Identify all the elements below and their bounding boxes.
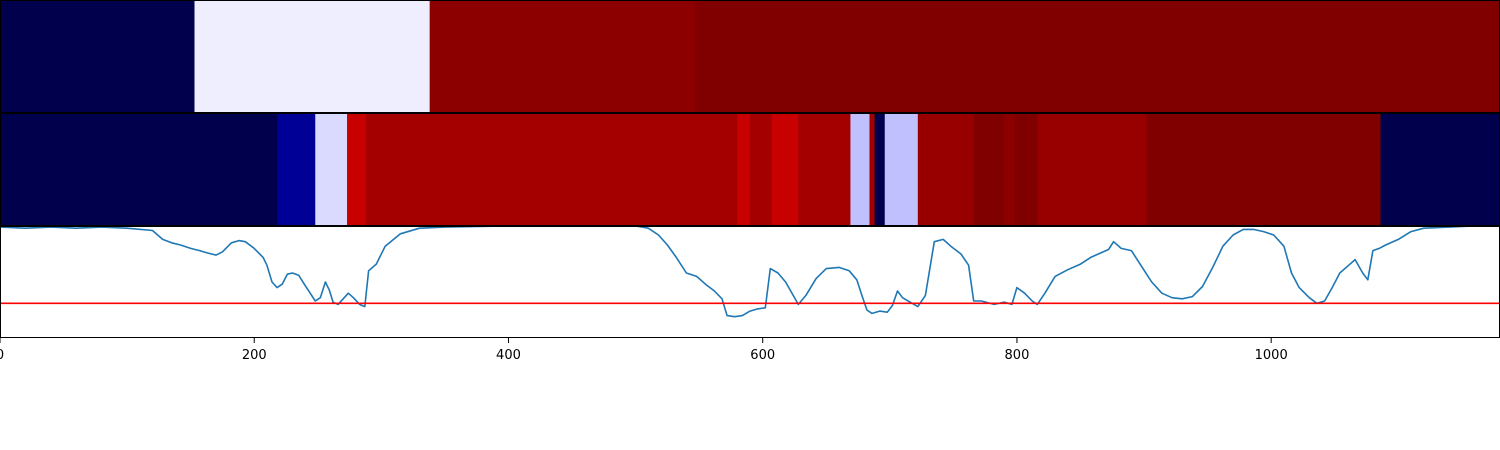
heatmap-cell — [277, 113, 316, 226]
x-tick-label: 1000 — [1255, 348, 1288, 363]
heatmap-cell — [1380, 113, 1500, 226]
heatmap-cell — [973, 113, 1005, 226]
heatmap-cell — [695, 0, 1500, 113]
x-tick-label: 200 — [242, 348, 267, 363]
x-tick-label: 0 — [0, 348, 4, 363]
x-tick-label: 400 — [496, 348, 521, 363]
heatmap-cell — [771, 113, 799, 226]
heatmap-strip-middle — [0, 113, 1500, 226]
heatmap-cell — [869, 113, 876, 226]
heatmap-cell — [1014, 113, 1038, 226]
heatmap-cell — [798, 113, 851, 226]
heatmap-strip-top — [0, 0, 1500, 113]
heatmap-cell — [0, 113, 278, 226]
heatmap-cell — [1004, 113, 1015, 226]
heatmap-cell — [1037, 113, 1148, 226]
heatmap-cell — [750, 113, 773, 226]
heatmap-cell — [429, 0, 696, 113]
heatmap-cell — [194, 0, 431, 113]
heatmap-cell — [737, 113, 751, 226]
plot-background — [0, 226, 1500, 338]
heatmap-cell — [315, 113, 348, 226]
series-line — [0, 226, 1500, 318]
heatmap-cell — [0, 0, 195, 113]
heatmap-cell — [347, 113, 367, 226]
heatmap-cell — [366, 113, 738, 226]
heatmap-cell — [917, 113, 975, 226]
heatmap-cell — [874, 113, 886, 226]
heatmap-cell — [850, 113, 870, 226]
x-tick-label: 800 — [1005, 348, 1030, 363]
x-axis: 0 200 400 600 800 1000 — [0, 338, 1288, 363]
heatmap-cell — [1146, 113, 1382, 226]
line-plot-panel — [0, 226, 1500, 338]
x-tick-label: 600 — [750, 348, 775, 363]
heatmap-cell — [884, 113, 919, 226]
